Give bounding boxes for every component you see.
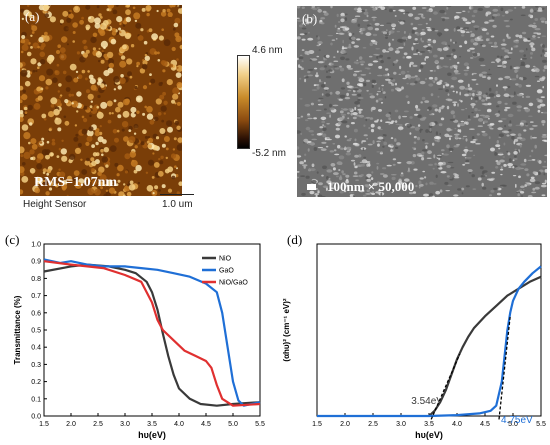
x-tick-label: 3.0 — [120, 421, 130, 428]
y-tick-label: 0.3 — [31, 362, 41, 369]
sem-scale-marker — [307, 184, 316, 190]
afm-image: (a) RMS=1.07nm — [20, 5, 182, 196]
x-tick-label: 5.0 — [228, 421, 238, 428]
tauc-plot: 1.5 2.0 2.5 3.0 3.5 4.0 4.5 5.0 5.5 hυ(eV) (αhυ)² … — [282, 243, 546, 440]
bandgap-annotation: 3.54eV — [411, 396, 443, 407]
y-tick-label: 0.9 — [31, 259, 41, 266]
x-tick-label: 4.0 — [452, 421, 462, 428]
scale-bar — [160, 194, 194, 195]
x-tick-label: 1.5 — [312, 421, 322, 428]
panel-b-label: (b) — [302, 11, 318, 26]
y-tick-label: 0.0 — [31, 414, 41, 421]
x-tick-label: 4.0 — [174, 421, 184, 428]
y-tick-label: 0.4 — [31, 345, 41, 352]
rms-label: RMS=1.07nm — [34, 175, 118, 190]
x-tick-label: 4.5 — [201, 421, 211, 428]
afm-grains — [20, 5, 182, 196]
y-tick-label: 0.6 — [31, 310, 41, 317]
sem-caption: 100nm × 50,000 — [327, 179, 415, 194]
legend-label: NiO — [219, 256, 232, 263]
series-line-gao — [43, 258, 261, 407]
sem-grains — [297, 6, 547, 197]
bandgap-annotation: 4.75eV — [501, 415, 533, 426]
series-line-0 — [428, 275, 542, 417]
x-tick-label: 3.5 — [147, 421, 157, 428]
x-tick-label: 2.5 — [368, 421, 378, 428]
y-axis-label: (αhυ)² (cm⁻¹ eV)² — [282, 298, 291, 361]
scale-bar-label: 1.0 um — [162, 199, 193, 210]
legend: NiO GaO NiO/GaO — [202, 256, 248, 287]
series-line-1 — [317, 265, 542, 418]
fit-line-0 — [430, 353, 461, 420]
sem-image: (b) 100nm × 50,000 — [297, 6, 547, 197]
panel-d-label: (d) — [287, 232, 303, 247]
colorbar-max: 4.6 nm — [252, 45, 283, 56]
x-tick-label: 1.5 — [39, 421, 49, 428]
x-tick-label: 5.5 — [536, 421, 546, 428]
y-tick-label: 0.5 — [31, 328, 41, 335]
y-tick-label: 0.8 — [31, 276, 41, 283]
y-tick-label: 0.2 — [31, 379, 41, 386]
colorbar-min: -5.2 nm — [252, 148, 286, 159]
x-tick-label: 2.0 — [66, 421, 76, 428]
x-tick-label: 5.5 — [255, 421, 265, 428]
x-tick-label: 3.0 — [396, 421, 406, 428]
y-axis-label: Transmittance (%) — [13, 295, 22, 364]
transmittance-chart: 1.5 2.0 2.5 3.0 3.5 4.0 4.5 5.0 5.5 0.0 0.1 0.2 0.3 0… — [13, 242, 265, 441]
x-tick-label: 2.5 — [93, 421, 103, 428]
x-tick-label: 4.5 — [480, 421, 490, 428]
panel-a-label: (a) — [25, 9, 40, 24]
height-sensor-label: Height Sensor — [23, 199, 87, 210]
colorbar — [237, 55, 250, 149]
sem-texture — [297, 6, 547, 197]
series-line-nio-gao — [43, 260, 261, 407]
fit-line-1 — [498, 316, 511, 420]
y-tick-label: 1.0 — [31, 242, 41, 249]
y-tick-label: 0.7 — [31, 293, 41, 300]
x-tick-label: 3.5 — [424, 421, 434, 428]
x-axis-label: hυ(eV) — [415, 430, 443, 440]
panel-c-label: (c) — [5, 232, 20, 247]
x-axis-label: hυ(eV) — [138, 430, 166, 440]
afm-texture — [20, 5, 182, 196]
y-tick-label: 0.1 — [31, 396, 41, 403]
legend-label: NiO/GaO — [219, 280, 248, 287]
x-tick-label: 5.0 — [508, 421, 518, 428]
x-tick-label: 2.0 — [340, 421, 350, 428]
legend-label: GaO — [219, 268, 234, 275]
